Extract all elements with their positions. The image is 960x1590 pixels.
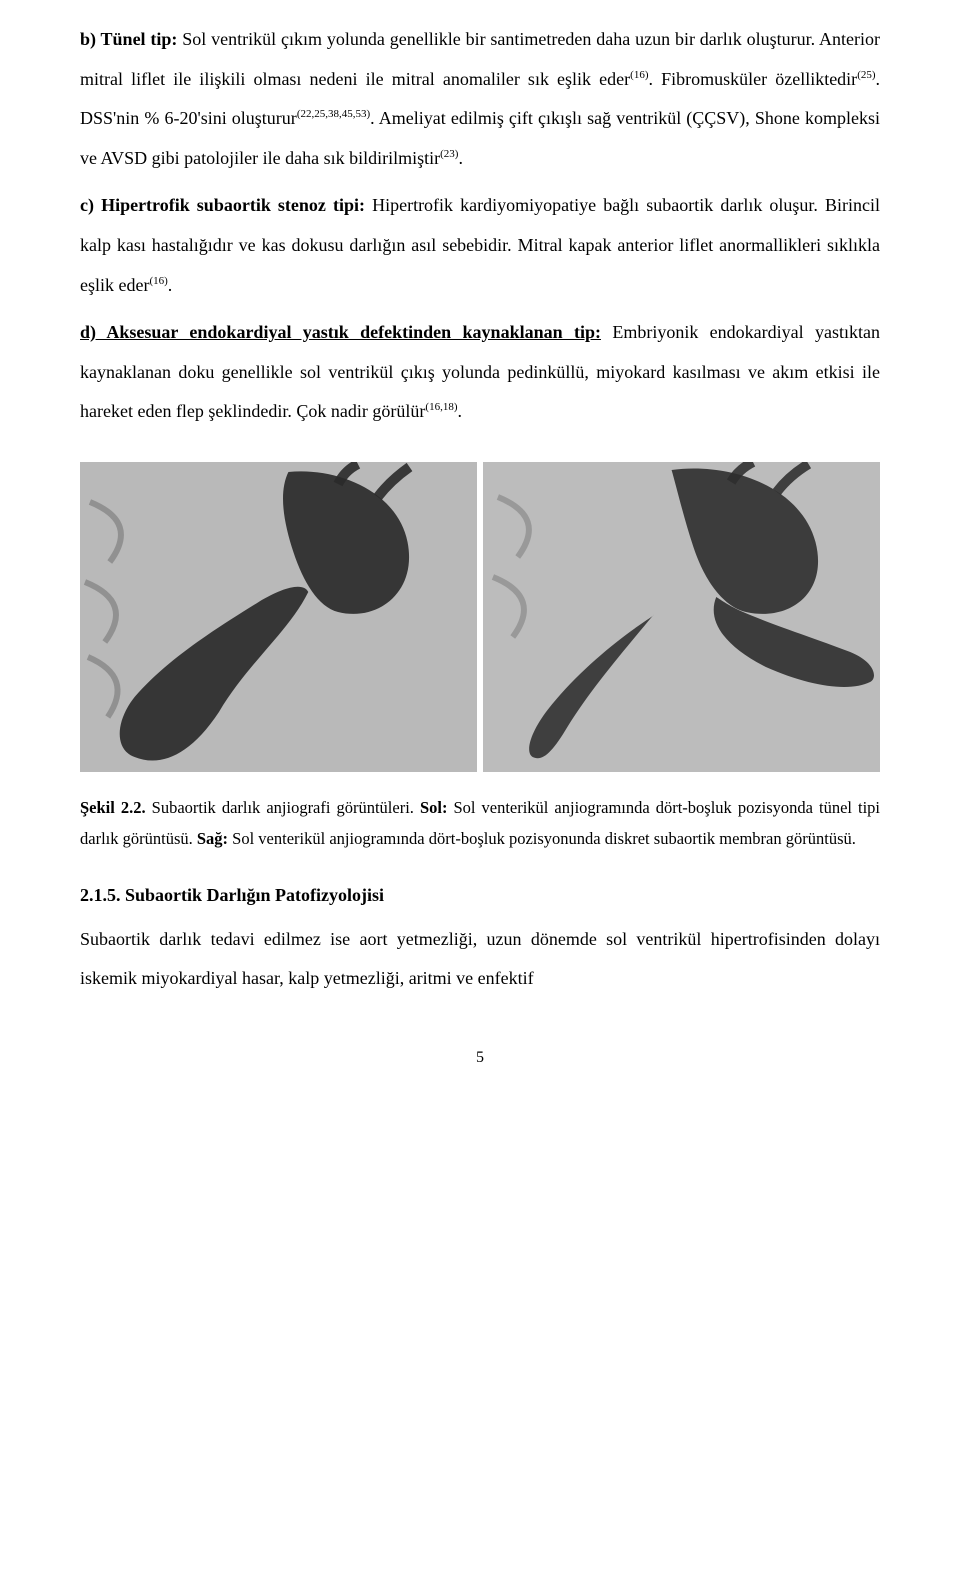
para-c-lead: c) Hipertrofik subaortik stenoz tipi: (80, 195, 365, 215)
para-c: c) Hipertrofik subaortik stenoz tipi: Hi… (80, 186, 880, 305)
caption-s1: Subaortik darlık anjiografi görüntüleri. (152, 798, 420, 817)
figure-2-2-caption: Şekil 2.2. Subaortik darlık anjiografi g… (80, 792, 880, 855)
para-b-t5: . (458, 148, 463, 168)
para-d-t2: . (457, 401, 462, 421)
para-b-sup4: (23) (440, 148, 458, 160)
caption-sol-bold: Sol: (420, 798, 448, 817)
para-b-sup1: (16) (630, 69, 648, 81)
section-2-1-5-head: 2.1.5. Subaortik Darlığın Patofizyolojis… (80, 885, 880, 906)
figure-panel-left (80, 462, 477, 772)
para-b-sup2: (25) (857, 69, 875, 81)
figure-2-2 (80, 462, 880, 772)
caption-sag-bold: Sağ: (197, 829, 228, 848)
para-d-lead: d) Aksesuar endokardiyal yastık defektin… (80, 322, 601, 342)
para-d: d) Aksesuar endokardiyal yastık defektin… (80, 313, 880, 432)
para-b-t2: . Fibromusküler özelliktedir (648, 69, 857, 89)
para-d-sup1: (16,18) (425, 401, 457, 413)
para-b-sup3: (22,25,38,45,53) (297, 108, 370, 120)
para-c-sup1: (16) (149, 275, 167, 287)
page-number: 5 (80, 1049, 880, 1067)
para-b-lead: b) Tünel tip: (80, 29, 177, 49)
para-c-t2: . (168, 275, 173, 295)
caption-sag: Sol venterikül anjiogramında dört-boşluk… (228, 829, 856, 848)
section-2-1-5-body: Subaortik darlık tedavi edilmez ise aort… (80, 920, 880, 999)
para-b: b) Tünel tip: Sol ventrikül çıkım yolund… (80, 20, 880, 178)
figure-panel-right (483, 462, 880, 772)
caption-lead: Şekil 2.2. (80, 798, 152, 817)
